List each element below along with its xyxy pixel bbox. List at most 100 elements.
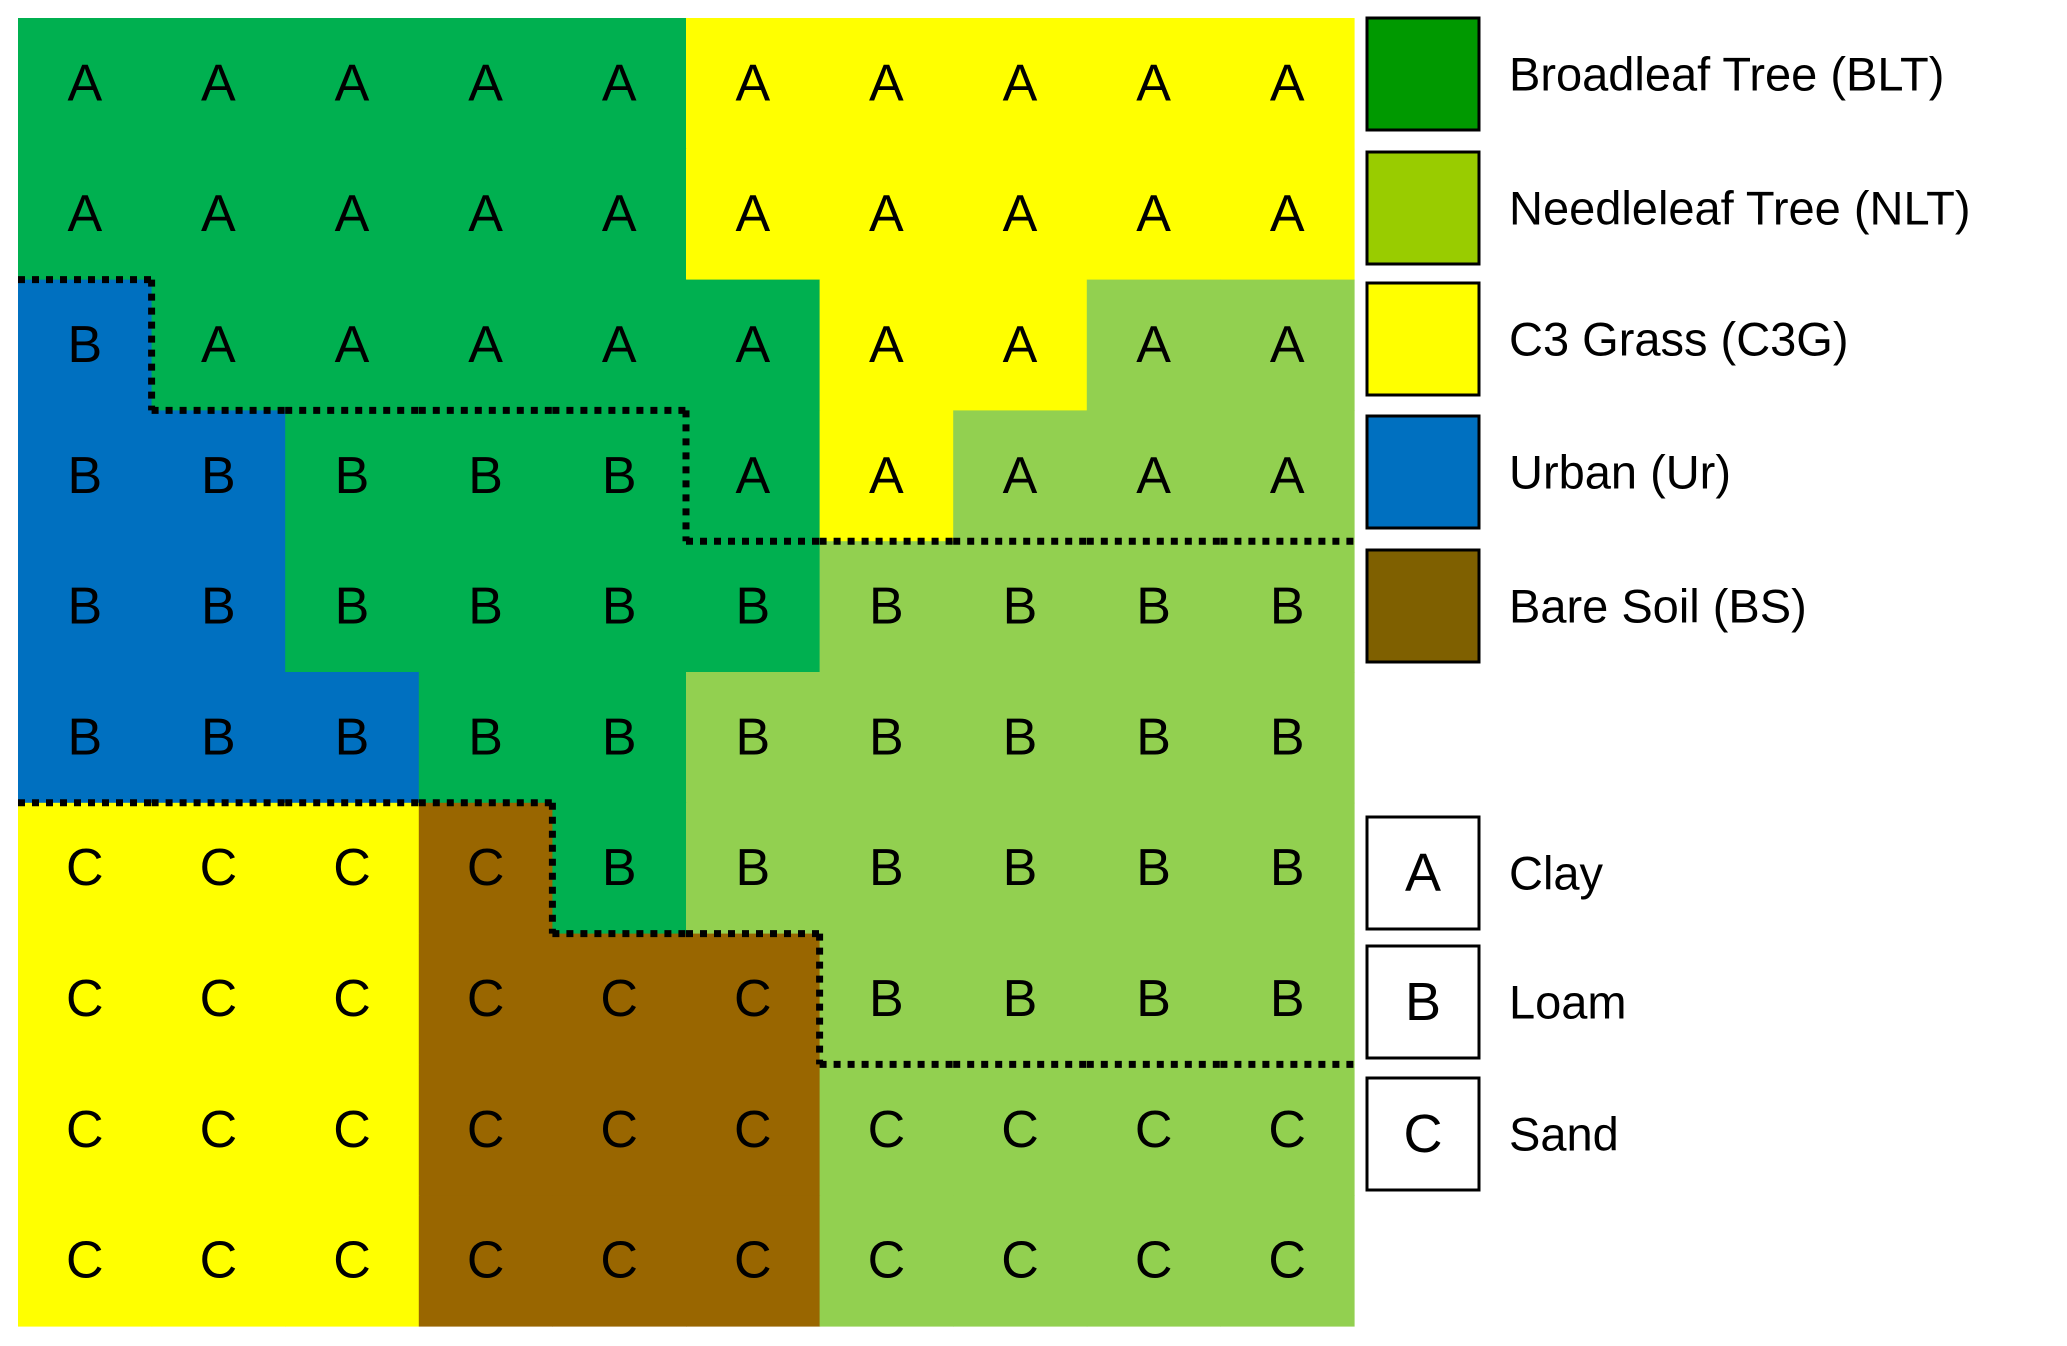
grid-cell [285,541,420,673]
grid-cell [1220,933,1355,1065]
grid-cell [819,802,954,935]
grid-cell [1086,1064,1221,1196]
grid-cell [1086,148,1221,281]
soil-letter: A [335,54,370,112]
soil-letter: A [1136,316,1171,374]
grid-cell [686,541,821,673]
legend-box [1365,944,1481,1060]
soil-letter: B [602,708,637,766]
legend-swatch [1365,150,1481,266]
soil-letter: A [1270,316,1305,374]
soil-letter: B [602,578,637,636]
legend-letter: B [1405,972,1441,1032]
grid-cell [552,410,687,542]
soil-letter: B [468,708,503,766]
grid-cell [686,18,821,150]
legend-label: Bare Soil (BS) [1509,580,1807,633]
grid-cell [285,672,420,804]
grid-cell [686,802,821,935]
soil-letter: C [66,1101,104,1159]
grid-cell [686,279,821,411]
grid-cell [552,802,687,935]
soil-letter: A [335,185,370,243]
soil-letter: A [468,54,503,112]
soil-letter: B [869,708,904,766]
soil-letter: C [467,1101,505,1159]
soil-letter: B [735,839,770,897]
soil-letter: A [735,54,770,112]
legend-box [1365,1076,1481,1192]
soil-letter: B [67,316,102,374]
soil-letter: A [869,316,904,374]
soil-letter: A [602,316,637,374]
grid-cell [1220,802,1355,935]
soil-letter: C [1001,1101,1039,1159]
grid-cell [18,1064,153,1196]
grid-cell [285,1064,420,1196]
soil-letter: C [200,970,238,1028]
soil-letter: B [869,578,904,636]
soil-letter: C [467,1232,505,1290]
legend-swatch [1365,16,1481,132]
grid-cell [686,1064,821,1196]
grid-cell [1086,410,1221,542]
grid-cell [18,672,153,804]
grid-cell [819,541,954,673]
soil-letter: B [1003,970,1038,1028]
legend-letter: C [1404,1104,1443,1164]
grid-cell [686,410,821,542]
soil-letter: A [1003,447,1038,505]
grid-cell [953,672,1088,804]
soil-letter: C [868,1101,906,1159]
soil-letter: C [600,1232,638,1290]
soil-letter: C [333,839,371,897]
grid-cell [953,933,1088,1065]
soil-letter: C [1268,1101,1306,1159]
grid-cell [953,1064,1088,1196]
legend-label: Clay [1509,847,1604,900]
soil-letter: A [468,316,503,374]
grid-cell [1220,1195,1355,1327]
soil-letter: A [869,54,904,112]
grid-cell [1086,18,1221,150]
soil-letter: C [467,839,505,897]
soil-letter: C [1135,1232,1173,1290]
soil-letter: C [600,970,638,1028]
grid-cell [285,18,420,150]
soil-letter: A [468,185,503,243]
soil-letter: B [1270,970,1305,1028]
soil-letter: A [1003,316,1038,374]
grid-cell [418,672,553,804]
grid-cell [151,1064,286,1196]
soil-letter: A [201,54,236,112]
soil-letter: C [333,970,371,1028]
legend-label: Broadleaf Tree (BLT) [1509,48,1944,101]
soil-letter: B [1003,578,1038,636]
soil-letter: A [735,447,770,505]
grid-cell [285,279,420,411]
soil-letter: B [1136,708,1171,766]
soil-letter: B [201,447,236,505]
grid-cell [819,672,954,804]
grid-cell [1086,672,1221,804]
soil-letter: C [1268,1232,1306,1290]
soil-letter: C [734,970,772,1028]
soil-letter: A [735,185,770,243]
grid-cell [552,541,687,673]
soil-letter: C [734,1101,772,1159]
grid-cell [1220,541,1355,673]
grid-cell [953,1195,1088,1327]
grid-cell [1220,672,1355,804]
grid-cell [552,1195,687,1327]
grid-cell [418,1195,553,1327]
soil-letter: B [335,708,370,766]
soil-letter: B [67,708,102,766]
grid-cell [18,148,153,281]
grid-cell [953,148,1088,281]
grid-cell [151,279,286,411]
grid-cell [418,933,553,1065]
grid-cell [18,279,153,411]
soil-letter: C [200,839,238,897]
soil-letter: C [333,1101,371,1159]
grid-cell [953,802,1088,935]
